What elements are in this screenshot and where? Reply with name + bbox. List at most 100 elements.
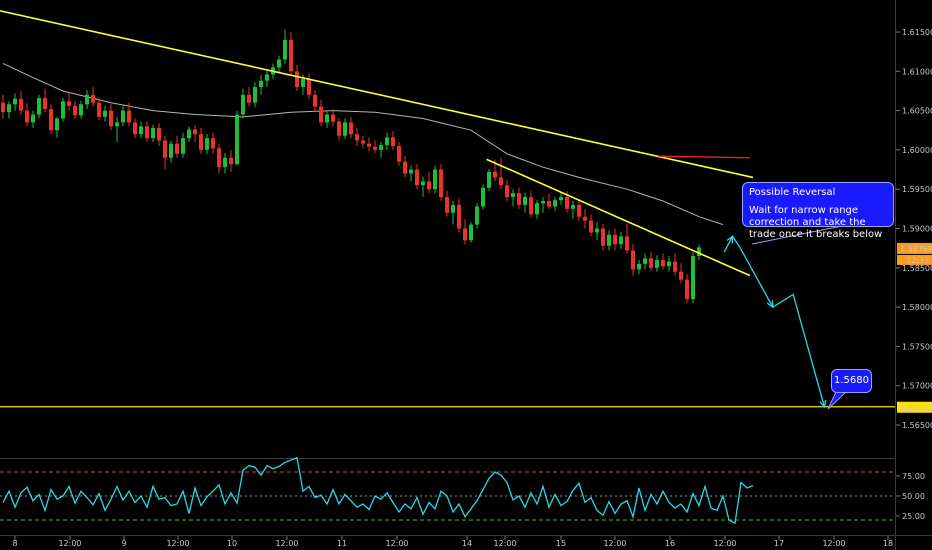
projection-arrowhead-up [726, 235, 734, 244]
candle [181, 132, 185, 158]
time-tick-label: 16 [665, 539, 675, 548]
candle-body [217, 148, 221, 168]
oscillator-tick-label: 50.00 [902, 492, 925, 501]
candle-body [445, 197, 449, 213]
candle-body [235, 114, 239, 165]
candle-body [325, 114, 329, 123]
candle-body [475, 206, 479, 225]
candle [169, 140, 173, 163]
time-axis[interactable]: 8 12:00 9 12:00 10 12:00 11 12:00 14 12:00 15 12:00… [12, 536, 893, 548]
time-tick-label: 12:00 [58, 539, 81, 548]
candle [589, 214, 593, 237]
price-axis[interactable]: 1.61500 1.61000 1.60500 1.60000 1.59500 1.590… [896, 28, 932, 430]
candle-body [223, 157, 227, 168]
candle [343, 118, 347, 139]
candle [247, 87, 251, 107]
candle [619, 231, 623, 249]
candle [631, 244, 635, 276]
candle-body [385, 137, 389, 146]
time-tick-label: 14 [462, 539, 472, 548]
candle-body [91, 94, 95, 103]
candle-body [661, 259, 665, 267]
candle-body [25, 110, 29, 123]
candle-body [175, 143, 179, 154]
candle-body [277, 59, 281, 68]
candle-body [49, 109, 53, 131]
candle [145, 121, 149, 143]
candle-body [133, 122, 137, 135]
candle [673, 253, 677, 276]
candle [613, 228, 617, 251]
candle [85, 90, 89, 110]
candle-body [619, 236, 623, 245]
candle [325, 110, 329, 128]
candle-body [265, 74, 269, 81]
candle-body [319, 106, 323, 123]
candle-body [73, 105, 77, 116]
countdown-label: 22:33 [906, 256, 929, 265]
candle [361, 135, 365, 149]
candle-body [457, 204, 461, 229]
candle-body [631, 250, 635, 270]
candle [529, 190, 533, 218]
candle-body [505, 185, 509, 198]
candle-body [313, 94, 317, 107]
candle-body [211, 138, 215, 149]
price-tick-label: 1.61000 [902, 67, 932, 76]
candle-body [337, 121, 341, 136]
candle-body [421, 181, 425, 186]
candle [685, 274, 689, 304]
candle [523, 192, 527, 213]
target-price-label: 1.56732 [900, 404, 932, 413]
candle-body [679, 271, 683, 280]
moving-average-layer [2, 62, 724, 226]
candle [517, 187, 521, 209]
candle [229, 149, 233, 172]
time-tick-label: 15 [556, 539, 566, 548]
candle-body [187, 129, 191, 139]
candle [31, 110, 35, 128]
price-tick-label: 1.59000 [902, 225, 932, 234]
candle [307, 72, 311, 99]
price-tick-label: 1.57500 [902, 342, 932, 351]
target-price-tag [897, 401, 932, 413]
candle-body [649, 258, 653, 268]
candle-body [469, 224, 473, 241]
candle-body [499, 177, 503, 186]
time-tick-label: 18 [883, 539, 893, 548]
candle [571, 200, 575, 220]
candle [37, 94, 41, 119]
candle [175, 135, 179, 158]
oscillator-layer [0, 456, 895, 525]
candle-body [259, 80, 263, 88]
candle-body [565, 197, 569, 209]
candle [187, 126, 191, 143]
candle [595, 222, 599, 241]
candle-body [85, 94, 89, 105]
candle-body [439, 169, 443, 198]
candle [1, 94, 5, 119]
projection-arrowhead-target [819, 399, 827, 409]
candle [583, 208, 587, 229]
candle-body [19, 98, 23, 111]
candlestick-layer [1, 29, 701, 304]
target-callout: 1.5680 [831, 369, 872, 393]
candle [151, 124, 155, 143]
time-tick-label: 11 [337, 539, 347, 548]
candle-body [433, 169, 437, 190]
candle-body [229, 157, 233, 165]
candle-body [343, 122, 347, 136]
candle [421, 176, 425, 198]
candle-body [307, 79, 311, 95]
candle-body [373, 146, 377, 150]
drawing-tools-layer [0, 10, 895, 410]
candle-body [553, 200, 557, 207]
candle-body [547, 200, 551, 207]
candle [433, 165, 437, 194]
candle [163, 135, 167, 170]
candle-body [103, 110, 107, 117]
candle [607, 230, 611, 251]
candle-body [487, 171, 491, 188]
candle [367, 137, 371, 152]
candle-body [109, 110, 113, 127]
